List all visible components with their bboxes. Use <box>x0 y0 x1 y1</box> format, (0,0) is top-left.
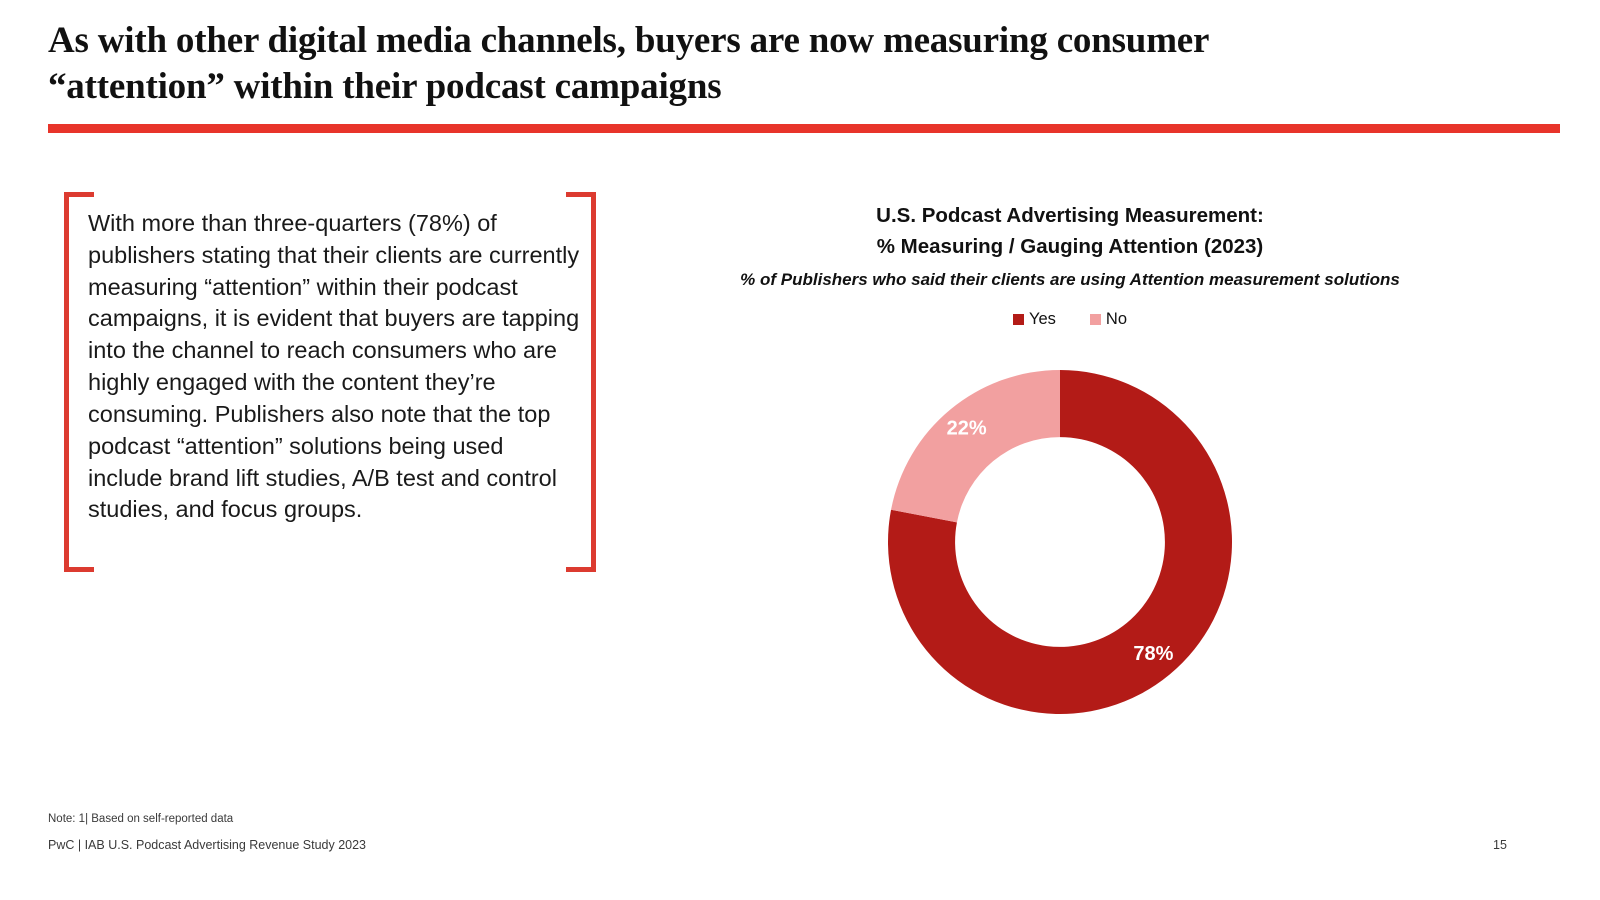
legend-label-yes: Yes <box>1028 310 1056 329</box>
donut-chart: 78% 22% <box>888 370 1232 714</box>
footnote: Note: 1| Based on self-reported data <box>48 813 234 825</box>
page-number: 15 <box>1493 838 1507 852</box>
chart-header: U.S. Podcast Advertising Measurement: % … <box>700 200 1440 329</box>
donut-label-no: 22% <box>947 417 987 439</box>
legend-swatch-yes-icon <box>1012 314 1024 326</box>
chart-title-line-2: % Measuring / Gauging Attention (2023) <box>876 235 1264 259</box>
page-title: As with other digital media channels, bu… <box>48 20 1209 107</box>
legend-label-no: No <box>1105 310 1127 329</box>
bracket-right-icon <box>566 192 596 572</box>
donut-slice-yes[interactable] <box>888 370 1232 714</box>
donut-label-yes: 78% <box>1133 643 1173 665</box>
title-divider-rule <box>48 124 1560 133</box>
source-line: PwC | IAB U.S. Podcast Advertising Reven… <box>48 838 366 852</box>
donut-slice-no[interactable] <box>891 370 1060 523</box>
legend-item-yes[interactable]: Yes <box>1012 310 1056 329</box>
legend-item-no[interactable]: No <box>1089 310 1127 329</box>
callout-box: With more than three-quarters (78%) of p… <box>64 192 596 572</box>
chart-subtitle: % of Publishers who said their clients a… <box>740 270 1400 290</box>
chart-legend: Yes No <box>700 310 1440 329</box>
callout-text: With more than three-quarters (78%) of p… <box>88 210 580 523</box>
bracket-left-icon <box>64 192 94 572</box>
legend-swatch-no-icon <box>1089 314 1101 326</box>
donut-chart-svg: 78% 22% <box>888 370 1232 714</box>
chart-title-line-1: U.S. Podcast Advertising Measurement: <box>876 204 1264 227</box>
